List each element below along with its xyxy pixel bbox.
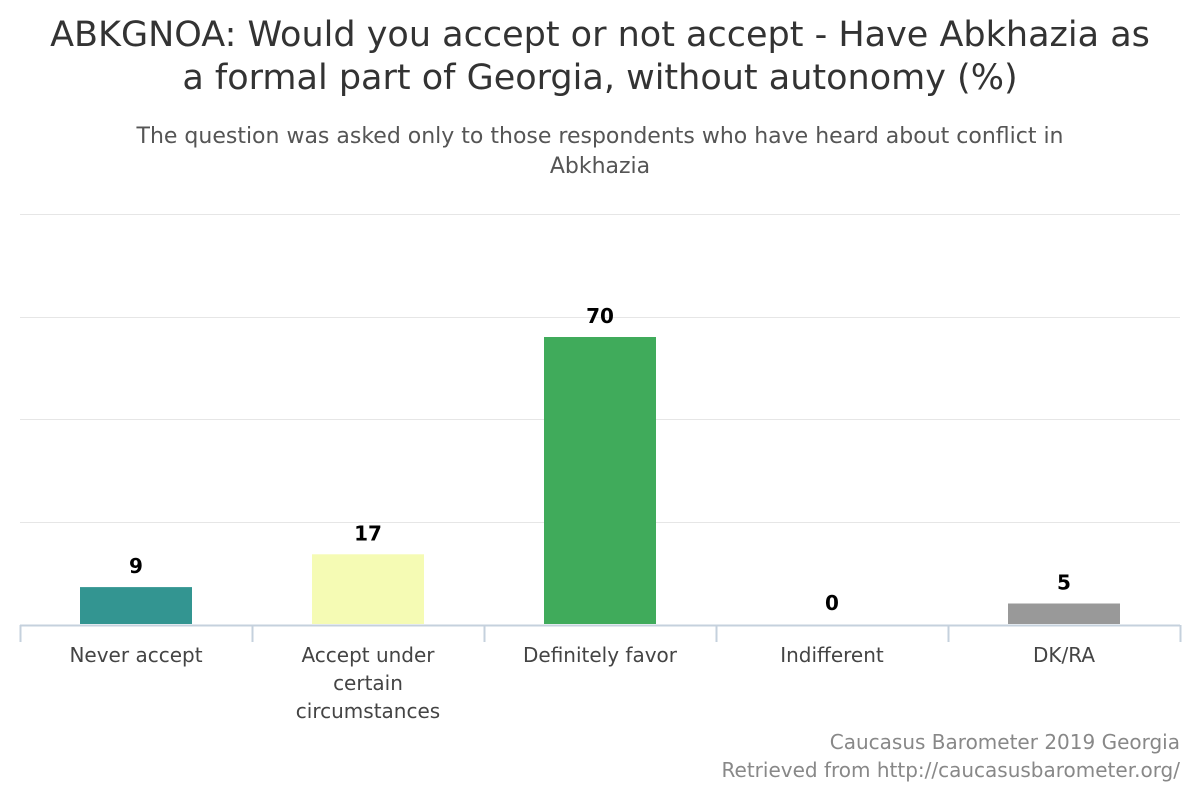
credit-source: Caucasus Barometer 2019 Georgia [829, 730, 1180, 754]
category-label: Indifferent [780, 643, 884, 667]
category-label: Never accept [69, 643, 202, 667]
x-axis [19, 624, 1182, 642]
credit-url[interactable]: Retrieved from http://caucasusbarometer.… [721, 758, 1180, 782]
data-label: 70 [586, 304, 614, 328]
data-label: 9 [129, 554, 143, 578]
category-label-line: Indifferent [780, 643, 884, 667]
category-label-line: Accept under [301, 643, 435, 667]
bar[interactable] [80, 587, 192, 624]
data-label: 0 [825, 591, 839, 615]
category-label-line: circumstances [296, 699, 440, 723]
category-label-line: certain [333, 671, 403, 695]
bar[interactable] [312, 554, 424, 624]
category-label-line: DK/RA [1033, 643, 1095, 667]
data-label: 5 [1057, 571, 1071, 595]
data-labels: 9 17 70 0 5 [129, 304, 1071, 615]
chart-subtitle: The question was asked only to those res… [136, 124, 1064, 179]
category-label: Accept under certain circumstances [296, 643, 440, 723]
category-labels: Never accept Accept under certain circumsta… [69, 643, 1095, 723]
data-label: 17 [354, 521, 382, 545]
bar[interactable] [1008, 603, 1120, 625]
category-label: Definitely favor [523, 643, 678, 667]
bars [80, 337, 1120, 624]
category-label-line: Never accept [69, 643, 202, 667]
bar[interactable] [544, 337, 656, 624]
category-label: DK/RA [1033, 643, 1095, 667]
chart-title: ABKGNOA: Would you accept or not accept … [50, 15, 1150, 98]
category-label-line: Definitely favor [523, 643, 678, 667]
